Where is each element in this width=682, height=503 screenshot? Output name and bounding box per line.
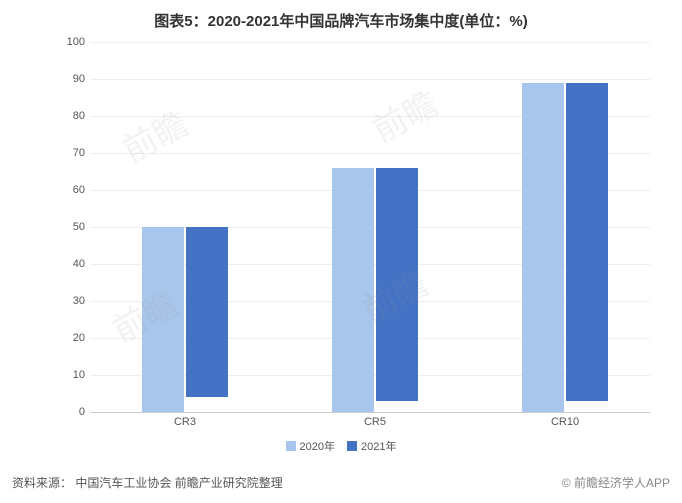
legend-item: 2020年	[286, 438, 335, 454]
x-label: CR10	[505, 416, 625, 428]
grid-line	[90, 79, 650, 80]
y-tick: 30	[55, 295, 85, 307]
corner-watermark: © 前瞻经济学人APP	[562, 474, 670, 491]
bar	[566, 83, 608, 401]
y-axis: 0102030405060708090100	[55, 42, 85, 412]
grid-line	[90, 42, 650, 43]
legend-swatch	[347, 441, 357, 451]
source-text: 中国汽车工业协会 前瞻产业研究院整理	[75, 476, 282, 490]
bar	[332, 168, 374, 412]
y-tick: 50	[55, 221, 85, 233]
y-tick: 10	[55, 369, 85, 381]
y-tick: 90	[55, 73, 85, 85]
source-line: 资料来源： 中国汽车工业协会 前瞻产业研究院整理	[12, 474, 283, 491]
y-tick: 100	[55, 36, 85, 48]
y-tick: 70	[55, 147, 85, 159]
x-label: CR5	[315, 416, 435, 428]
source-label: 资料来源：	[12, 476, 72, 490]
bar	[142, 227, 184, 412]
chart-container: 图表5：2020-2021年中国品牌汽车市场集中度(单位：%) 0 10 20 30 4…	[0, 0, 682, 503]
y-tick: 0	[55, 406, 85, 418]
y-tick: 80	[55, 110, 85, 122]
y-tick: 60	[55, 184, 85, 196]
legend-swatch	[286, 441, 296, 451]
plot-area: CR3CR5CR10	[90, 42, 650, 413]
bar	[376, 168, 418, 401]
y-tick: 40	[55, 258, 85, 270]
legend-label: 2020年	[300, 438, 335, 454]
chart-title: 图表5：2020-2021年中国品牌汽车市场集中度(单位：%)	[0, 0, 682, 31]
bar-group	[315, 168, 435, 412]
x-label: CR3	[125, 416, 245, 428]
bar	[522, 83, 564, 412]
legend-label: 2021年	[361, 438, 396, 454]
legend: 2020年 2021年	[0, 438, 682, 454]
legend-item: 2021年	[347, 438, 396, 454]
y-tick: 20	[55, 332, 85, 344]
chart-area: 0102030405060708090100 CR3CR5CR10	[55, 42, 655, 422]
bar-group	[505, 83, 625, 412]
bar	[186, 227, 228, 397]
bar-group	[125, 227, 245, 412]
